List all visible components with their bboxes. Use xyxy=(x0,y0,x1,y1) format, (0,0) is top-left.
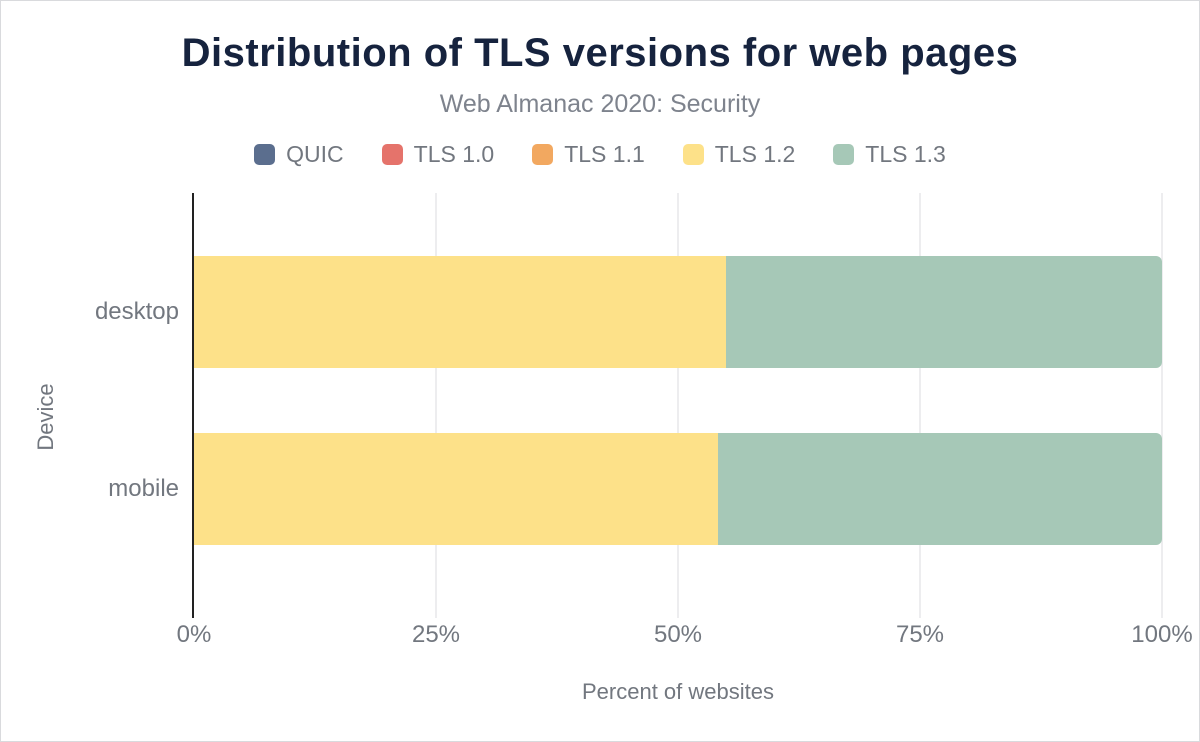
y-category-label-desktop: desktop xyxy=(94,298,179,325)
chart-title: Distribution of TLS versions for web pag… xyxy=(181,31,1019,75)
legend-swatch-tls-1-3 xyxy=(833,144,855,165)
legend-label: TLS 1.0 xyxy=(413,141,495,167)
gridline-100 xyxy=(1161,193,1163,618)
legend-item-tls-1-2[interactable]: TLS 1.2 xyxy=(682,141,796,168)
bar-mobile xyxy=(194,433,1162,545)
y-category-label-mobile: mobile xyxy=(108,475,179,502)
legend-label: QUIC xyxy=(286,141,344,167)
gridline-75 xyxy=(919,193,921,618)
bar-segment-mobile-tls-1-2[interactable] xyxy=(194,433,718,545)
legend-item-quic[interactable]: QUIC xyxy=(254,141,344,168)
legend-item-tls-1-3[interactable]: TLS 1.3 xyxy=(833,141,946,168)
x-tick-label-100: 100% xyxy=(1131,621,1193,648)
legend-swatch-quic xyxy=(254,144,276,165)
legend-item-tls-1-0[interactable]: TLS 1.0 xyxy=(381,141,495,168)
bar-desktop xyxy=(194,256,1162,368)
bar-segment-desktop-tls-1-2[interactable] xyxy=(194,256,727,368)
legend-swatch-tls-1-2 xyxy=(682,144,704,165)
x-tick-label-75: 75% xyxy=(895,621,945,648)
legend-item-tls-1-1[interactable]: TLS 1.1 xyxy=(532,141,645,168)
chart-subtitle: Web Almanac 2020: Security xyxy=(439,90,761,118)
legend-label: TLS 1.1 xyxy=(564,141,645,167)
gridline-50 xyxy=(677,193,679,618)
plot-area xyxy=(192,193,1163,618)
x-tick-label-50: 50% xyxy=(653,621,703,648)
x-tick-label-0: 0% xyxy=(176,621,212,648)
gridline-25 xyxy=(435,193,437,618)
legend-label: TLS 1.2 xyxy=(714,141,796,167)
y-axis-line xyxy=(192,193,194,618)
bar-segment-desktop-tls-1-3[interactable] xyxy=(726,256,1162,368)
legend-swatch-tls-1-1 xyxy=(532,144,554,165)
legend-swatch-tls-1-0 xyxy=(381,144,403,165)
x-axis-title: Percent of websites xyxy=(582,679,774,704)
bar-segment-mobile-tls-1-3[interactable] xyxy=(717,433,1162,545)
legend-label: TLS 1.3 xyxy=(865,141,946,167)
legend: QUIC TLS 1.0 TLS 1.1 TLS 1.2 TLS 1.3 xyxy=(1,141,1199,168)
x-tick-label-25: 25% xyxy=(411,621,461,648)
